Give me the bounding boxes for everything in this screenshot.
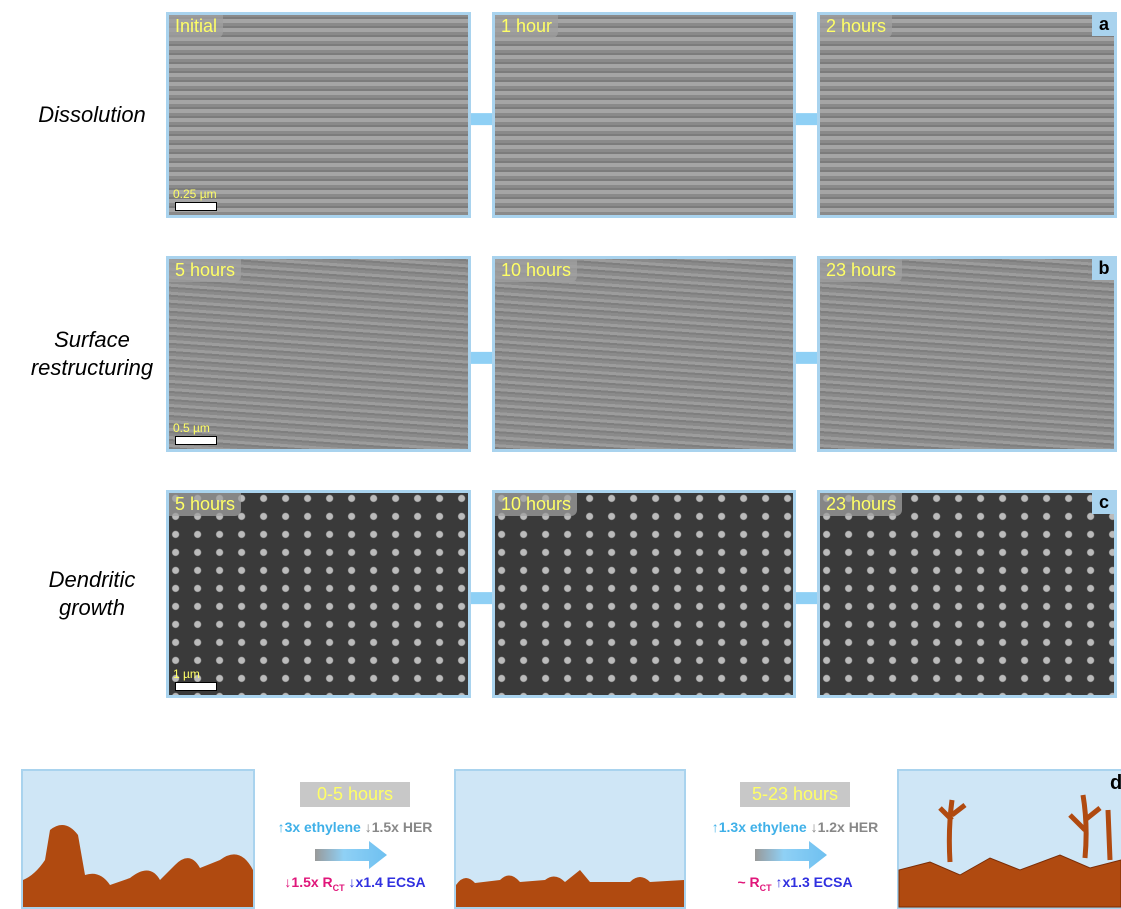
sem-frame: 2 hours: [817, 12, 1117, 218]
her-stat: ↓1.2x HER: [811, 819, 879, 835]
sem-frame: 23 hours: [817, 490, 1117, 698]
rct-prefix: ~ R: [737, 874, 759, 890]
stat-bottom: ↓1.5x RCT ↓x1.4 ECSA: [225, 874, 485, 893]
terrain-1: [22, 770, 254, 908]
scale-bar: [175, 202, 217, 211]
scale-bar-label: 1 µm: [173, 667, 200, 681]
time-label: 23 hours: [820, 493, 902, 516]
time-label: 5 hours: [169, 259, 241, 282]
panel-letter: c: [1092, 490, 1116, 514]
scale-bar: [175, 436, 217, 445]
arrow: [755, 841, 827, 869]
rct-stat: ~ RCT: [737, 874, 771, 890]
sem-frame: 23 hours: [817, 256, 1117, 452]
panel-letter: a: [1092, 12, 1116, 36]
rct-sub: CT: [333, 883, 345, 893]
rct-stat: ↓1.5x RCT: [284, 874, 344, 890]
sem-frame: Initial 0.25 µm: [166, 12, 471, 218]
panel-letter: b: [1092, 256, 1116, 280]
sem-frame: 10 hours: [492, 490, 796, 698]
ecsa-stat: ↓x1.4 ECSA: [349, 874, 426, 890]
sem-frame: 5 hours 1 µm: [166, 490, 471, 698]
time-box: 0-5 hours: [300, 782, 410, 807]
panel-letter: d: [1110, 772, 1121, 795]
sem-frame: 5 hours 0.5 µm: [166, 256, 471, 452]
terrain-2: [455, 770, 685, 908]
scale-bar-label: 0.25 µm: [173, 187, 217, 201]
time-label: 23 hours: [820, 259, 902, 282]
ethylene-stat: ↑3x ethylene: [278, 819, 361, 835]
scale-bar: [175, 682, 217, 691]
stat-top: ↑3x ethylene ↓1.5x HER: [225, 819, 485, 835]
ecsa-stat: ↑x1.3 ECSA: [776, 874, 853, 890]
row-label: Dissolution: [12, 101, 172, 129]
stat-bottom: ~ RCT ↑x1.3 ECSA: [665, 874, 925, 893]
figure: Dissolution Initial 0.25 µm 1 hour 2 hours a S…: [0, 0, 1121, 909]
stat-top: ↑1.3x ethylene ↓1.2x HER: [665, 819, 925, 835]
sem-frame: 10 hours: [492, 256, 796, 452]
row-label-line: restructuring: [12, 354, 172, 382]
rct-prefix: ↓1.5x R: [284, 874, 332, 890]
terrain-3: [898, 770, 1121, 908]
sem-frame: 1 hour: [492, 12, 796, 218]
time-label: 5 hours: [169, 493, 241, 516]
time-label: 2 hours: [820, 15, 892, 38]
rct-sub: CT: [760, 883, 772, 893]
time-box: 5-23 hours: [740, 782, 850, 807]
her-stat: ↓1.5x HER: [365, 819, 433, 835]
arrow: [315, 841, 387, 869]
row-label-line: growth: [12, 594, 172, 622]
time-label: 10 hours: [495, 493, 577, 516]
row-label-line: Dendritic: [12, 566, 172, 594]
row-label-line: Surface: [12, 326, 172, 354]
ethylene-stat: ↑1.3x ethylene: [712, 819, 807, 835]
time-label: 10 hours: [495, 259, 577, 282]
scale-bar-label: 0.5 µm: [173, 421, 210, 435]
time-label: 1 hour: [495, 15, 558, 38]
row-label-line: Dissolution: [12, 101, 172, 129]
time-label: Initial: [169, 15, 223, 38]
